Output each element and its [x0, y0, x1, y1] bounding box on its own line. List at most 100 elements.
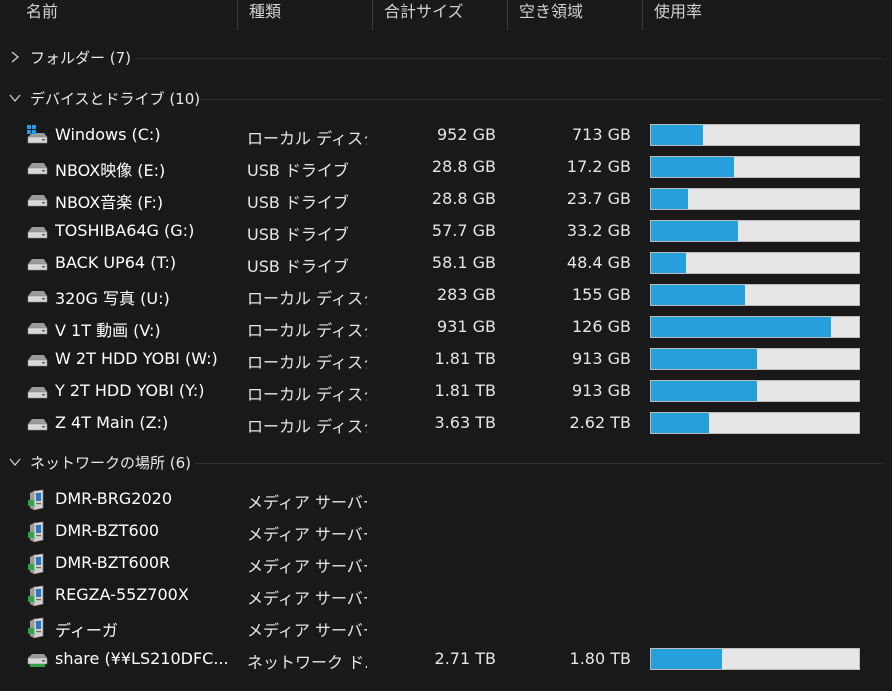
usage-bar — [650, 316, 860, 338]
column-divider[interactable] — [237, 0, 238, 30]
network-item-row[interactable]: share (¥¥LS210DFC... ネットワーク ド... 2.71 TB 1.… — [0, 643, 892, 675]
drive-name: NBOX映像 (E:) — [55, 161, 166, 180]
media-server-icon — [26, 617, 48, 639]
drive-free-space: 126 GB — [572, 317, 631, 336]
usage-bar-fill — [651, 157, 735, 177]
drive-row[interactable]: Y 2T HDD YOBI (Y:) ローカル ディスク 1.81 TB 913 GB — [0, 375, 892, 407]
usage-bar-fill — [651, 125, 703, 145]
network-item-row[interactable]: ディーガ メディア サーバー — [0, 611, 892, 643]
drive-row[interactable]: Z 4T Main (Z:) ローカル ディスク 3.63 TB 2.62 TB — [0, 407, 892, 439]
usage-bar-fill — [651, 317, 831, 337]
drive-row[interactable]: 320G 写真 (U:) ローカル ディスク 283 GB 155 GB — [0, 279, 892, 311]
group-network-locations[interactable]: ネットワークの場所 (6) — [0, 450, 892, 476]
drive-row[interactable]: Windows (C:) ローカル ディスク 952 GB 713 GB — [0, 119, 892, 151]
usage-bar — [650, 284, 860, 306]
drive-total-size: 28.8 GB — [431, 189, 496, 208]
network-item-name: ディーガ — [55, 621, 118, 640]
column-divider[interactable] — [642, 0, 643, 30]
drive-total-size: 58.1 GB — [431, 253, 496, 272]
column-divider[interactable] — [507, 0, 508, 30]
drive-total-size: 28.8 GB — [431, 157, 496, 176]
column-header-free-space[interactable]: 空き領域 — [519, 2, 584, 21]
usage-bar — [650, 156, 860, 178]
drive-free-space: 913 GB — [572, 381, 631, 400]
drive-icon — [26, 349, 48, 369]
media-server-icon — [26, 489, 48, 511]
usage-bar-fill — [651, 253, 687, 273]
group-folders[interactable]: フォルダー (7) — [0, 45, 892, 71]
drive-name: NBOX音楽 (F:) — [55, 193, 164, 212]
drive-type: ローカル ディスク — [247, 353, 367, 372]
column-header: 名前 種類 合計サイズ 空き領域 使用率 — [0, 0, 892, 30]
drive-total-size: 57.7 GB — [431, 221, 496, 240]
drive-name: Y 2T HDD YOBI (Y:) — [55, 381, 205, 400]
drive-free-space: 33.2 GB — [566, 221, 631, 240]
usage-bar — [650, 252, 860, 274]
chevron-down-icon[interactable] — [8, 454, 22, 468]
drive-free-space: 713 GB — [572, 125, 631, 144]
drive-name: 320G 写真 (U:) — [55, 289, 170, 308]
drive-name: Z 4T Main (Z:) — [55, 413, 169, 432]
network-item-row[interactable]: DMR-BRG2020 メディア サーバー — [0, 483, 892, 515]
drive-row[interactable]: W 2T HDD YOBI (W:) ローカル ディスク 1.81 TB 913 GB — [0, 343, 892, 375]
network-item-row[interactable]: DMR-BZT600 メディア サーバー — [0, 515, 892, 547]
usage-bar — [650, 648, 860, 670]
drive-type: ローカル ディスク — [247, 321, 367, 340]
usage-bar-fill — [651, 649, 722, 669]
column-header-type[interactable]: 種類 — [249, 2, 282, 21]
drive-total-size: 1.81 TB — [434, 349, 496, 368]
drive-row[interactable]: TOSHIBA64G (G:) USB ドライブ 57.7 GB 33.2 GB — [0, 215, 892, 247]
column-header-total-size[interactable]: 合計サイズ — [384, 2, 464, 21]
chevron-down-icon[interactable] — [8, 90, 22, 104]
network-item-type: メディア サーバー — [247, 525, 367, 544]
drive-total-size: 952 GB — [437, 125, 496, 144]
network-item-type: メディア サーバー — [247, 621, 367, 640]
drive-icon — [26, 253, 48, 273]
group-title: ネットワークの場所 (6) — [30, 454, 192, 472]
usage-bar — [650, 188, 860, 210]
column-header-name[interactable]: 名前 — [26, 2, 59, 21]
column-divider[interactable] — [372, 0, 373, 30]
network-item-row[interactable]: REGZA-55Z700X メディア サーバー — [0, 579, 892, 611]
drive-total-size: 283 GB — [437, 285, 496, 304]
drive-free-space: 913 GB — [572, 349, 631, 368]
usage-bar-fill — [651, 413, 710, 433]
drive-row[interactable]: BACK UP64 (T:) USB ドライブ 58.1 GB 48.4 GB — [0, 247, 892, 279]
group-devices-and-drives[interactable]: デバイスとドライブ (10) — [0, 86, 892, 112]
network-item-type: メディア サーバー — [247, 493, 367, 512]
group-title: フォルダー (7) — [30, 49, 132, 67]
drive-icon — [26, 317, 48, 337]
drive-free-space: 17.2 GB — [566, 157, 631, 176]
drive-icon — [26, 189, 48, 209]
usage-bar — [650, 124, 860, 146]
drive-row[interactable]: NBOX音楽 (F:) USB ドライブ 28.8 GB 23.7 GB — [0, 183, 892, 215]
usage-bar-fill — [651, 349, 758, 369]
drive-type: USB ドライブ — [247, 257, 349, 276]
drive-free-space: 48.4 GB — [566, 253, 631, 272]
column-header-percent-used[interactable]: 使用率 — [654, 2, 703, 21]
drive-row[interactable]: NBOX映像 (E:) USB ドライブ 28.8 GB 17.2 GB — [0, 151, 892, 183]
network-item-row[interactable]: DMR-BZT600R メディア サーバー — [0, 547, 892, 579]
network-drive-icon — [26, 649, 48, 669]
drive-type: ローカル ディスク — [247, 129, 367, 148]
drive-name: Windows (C:) — [55, 125, 161, 144]
windows-drive-icon — [26, 125, 48, 145]
network-item-name: DMR-BZT600R — [55, 553, 171, 572]
drive-total-size: 931 GB — [437, 317, 496, 336]
media-server-icon — [26, 553, 48, 575]
drive-icon — [26, 221, 48, 241]
usage-bar — [650, 348, 860, 370]
network-item-type: メディア サーバー — [247, 557, 367, 576]
drive-row[interactable]: V 1T 動画 (V:) ローカル ディスク 931 GB 126 GB — [0, 311, 892, 343]
drive-icon — [26, 381, 48, 401]
usage-bar — [650, 220, 860, 242]
network-item-name: DMR-BZT600 — [55, 521, 160, 540]
network-item-type: ネットワーク ド... — [247, 653, 367, 672]
drive-name: W 2T HDD YOBI (W:) — [55, 349, 218, 368]
media-server-icon — [26, 521, 48, 543]
usage-bar-fill — [651, 189, 689, 209]
chevron-right-icon[interactable] — [8, 49, 22, 63]
drive-type: USB ドライブ — [247, 161, 349, 180]
drive-free-space: 23.7 GB — [566, 189, 631, 208]
drive-total-size: 3.63 TB — [434, 413, 496, 432]
